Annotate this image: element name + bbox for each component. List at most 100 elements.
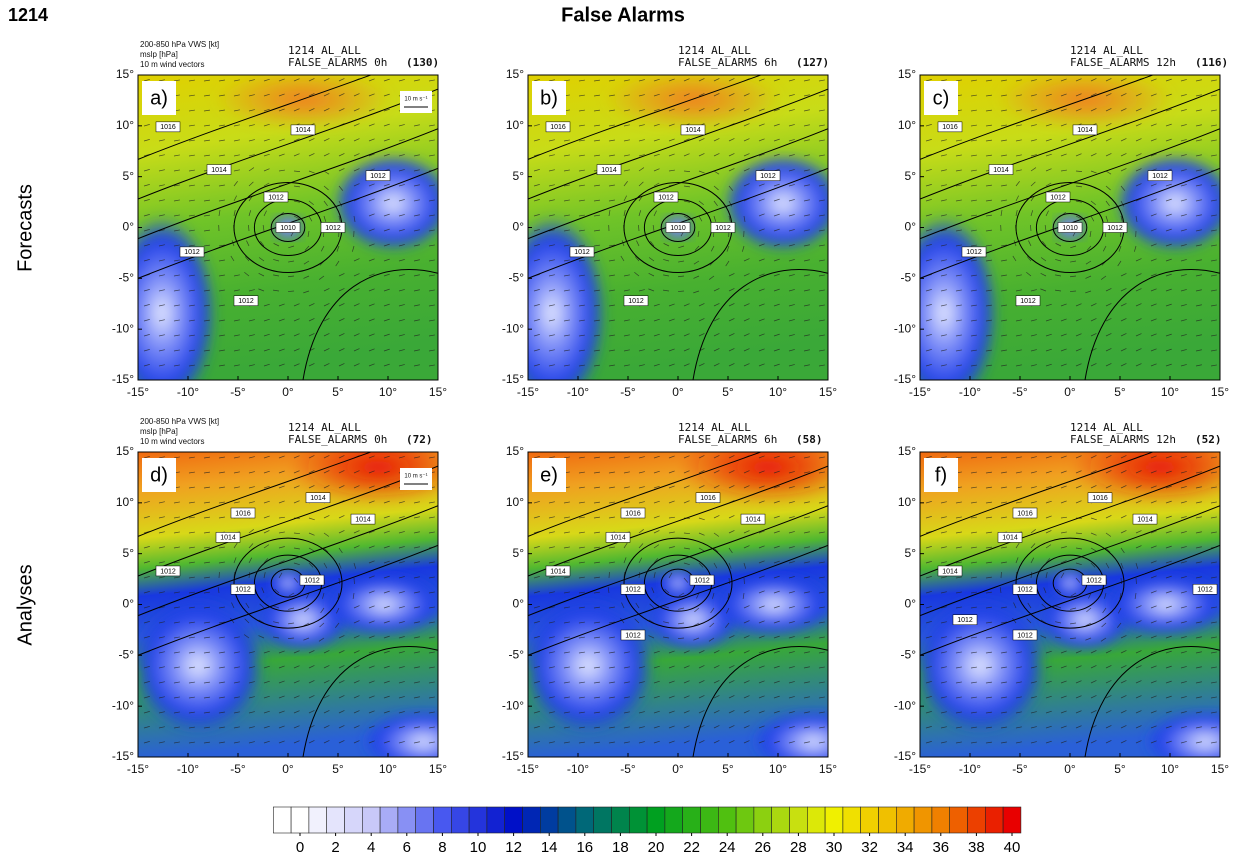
y-tick-label: -15° (112, 749, 134, 763)
contour-label: 1010 (280, 225, 296, 232)
x-tick-label: 10° (769, 762, 787, 776)
contour-label: 1012 (304, 577, 320, 584)
field-blob (333, 154, 453, 252)
x-tick-label: 15° (1211, 762, 1229, 776)
x-tick-label: -10° (959, 385, 981, 399)
panel-letter: e) (540, 464, 558, 486)
field-label: 10 m wind vectors (140, 60, 204, 69)
colorbar-tick-label: 0 (296, 839, 304, 856)
contour-label: 1012 (184, 249, 200, 256)
panel-lead: FALSE_ALARMS 12h (1070, 56, 1176, 69)
contour-label: 1012 (1107, 225, 1123, 232)
x-tick-label: 15° (819, 385, 837, 399)
y-tick-label: -5° (119, 271, 135, 285)
contour-label: 1012 (268, 194, 284, 201)
x-tick-label: -10° (567, 762, 589, 776)
y-tick-label: 0° (513, 220, 525, 234)
contour-label: 1016 (625, 510, 641, 517)
colorbar-tick-label: 2 (331, 839, 339, 856)
contour-label: 1012 (235, 587, 251, 594)
contour-label: 1016 (235, 510, 251, 517)
colorbar-cell (701, 807, 719, 833)
colorbar-cell (1003, 807, 1021, 833)
contour-label: 1012 (238, 298, 254, 305)
colorbar-cell (576, 807, 594, 833)
x-tick-label: 0° (282, 385, 294, 399)
contour-label: 1014 (310, 495, 326, 502)
y-tick-label: -15° (112, 372, 134, 386)
y-tick-label: 5° (513, 546, 525, 560)
colorbar-tick-label: 14 (541, 839, 558, 856)
panel-lead: FALSE_ALARMS 12h (1070, 433, 1176, 446)
panel-lead: FALSE_ALARMS 0h (288, 433, 387, 446)
x-tick-label: -15° (909, 385, 931, 399)
contour-label: 1014 (610, 535, 626, 542)
colorbar-tick-label: 12 (505, 839, 522, 856)
colorbar-cell (825, 807, 843, 833)
contour-label: 1016 (942, 124, 958, 131)
colorbar-cell (451, 807, 469, 833)
contour-label: 1012 (966, 249, 982, 256)
colorbar-cell (754, 807, 772, 833)
colorbar-tick-label: 10 (470, 839, 487, 856)
colorbar-tick-label: 24 (719, 839, 736, 856)
colorbar-cell (683, 807, 701, 833)
colorbar-cell (505, 807, 523, 833)
y-tick-label: 10° (506, 118, 524, 132)
colorbar-cell (612, 807, 630, 833)
colorbar-tick-label: 38 (968, 839, 985, 856)
x-tick-label: -15° (517, 762, 539, 776)
y-tick-label: 0° (123, 597, 135, 611)
contour-label: 1012 (325, 225, 341, 232)
colorbar-tick-label: 4 (367, 839, 375, 856)
colorbar-cell (558, 807, 576, 833)
panel-count: (58) (796, 433, 823, 446)
contour-label: 1012 (957, 617, 973, 624)
contour-label: 1012 (1197, 587, 1213, 594)
colorbar-cell (736, 807, 754, 833)
x-tick-label: -5° (230, 762, 246, 776)
contour-label: 1010 (670, 225, 686, 232)
contour-label: 1014 (745, 516, 761, 523)
y-tick-label: -10° (894, 698, 916, 712)
y-tick-label: -10° (112, 698, 134, 712)
y-tick-label: 15° (506, 444, 524, 458)
contour-label: 1012 (370, 173, 386, 180)
colorbar-cell (291, 807, 309, 833)
colorbar-tick-label: 36 (932, 839, 949, 856)
contour-label: 1014 (601, 167, 617, 174)
y-tick-label: 5° (513, 169, 525, 183)
contour-label: 1014 (942, 568, 958, 575)
colorbar-cell (487, 807, 505, 833)
map-panel: 1016101610141014101410121012101210121012… (894, 421, 1246, 776)
panel-lead: FALSE_ALARMS 0h (288, 56, 387, 69)
contour-label: 1010 (1062, 225, 1078, 232)
colorbar-cell (914, 807, 932, 833)
x-tick-label: -5° (230, 385, 246, 399)
x-tick-label: 0° (1064, 762, 1076, 776)
field-label: 10 m wind vectors (140, 437, 204, 446)
contour-label: 1014 (550, 568, 566, 575)
row-label: Forecasts (14, 184, 36, 272)
colorbar-cell (309, 807, 327, 833)
colorbar-cell (665, 807, 683, 833)
colorbar-cell (807, 807, 825, 833)
x-tick-label: -15° (517, 385, 539, 399)
colorbar-cell (896, 807, 914, 833)
contour-label: 1014 (685, 127, 701, 134)
y-tick-label: 5° (905, 546, 917, 560)
colorbar-cell (594, 807, 612, 833)
contour-label: 1014 (1137, 516, 1153, 523)
colorbar-cell (985, 807, 1003, 833)
panel-count: (130) (406, 56, 439, 69)
colorbar-cell (327, 807, 345, 833)
field-label: mslp [hPa] (140, 427, 178, 436)
colorbar-cell (434, 807, 452, 833)
colorbar-tick-label: 22 (683, 839, 700, 856)
contour-label: 1016 (1017, 510, 1033, 517)
colorbar-cell (380, 807, 398, 833)
panel-letter: a) (150, 87, 168, 109)
